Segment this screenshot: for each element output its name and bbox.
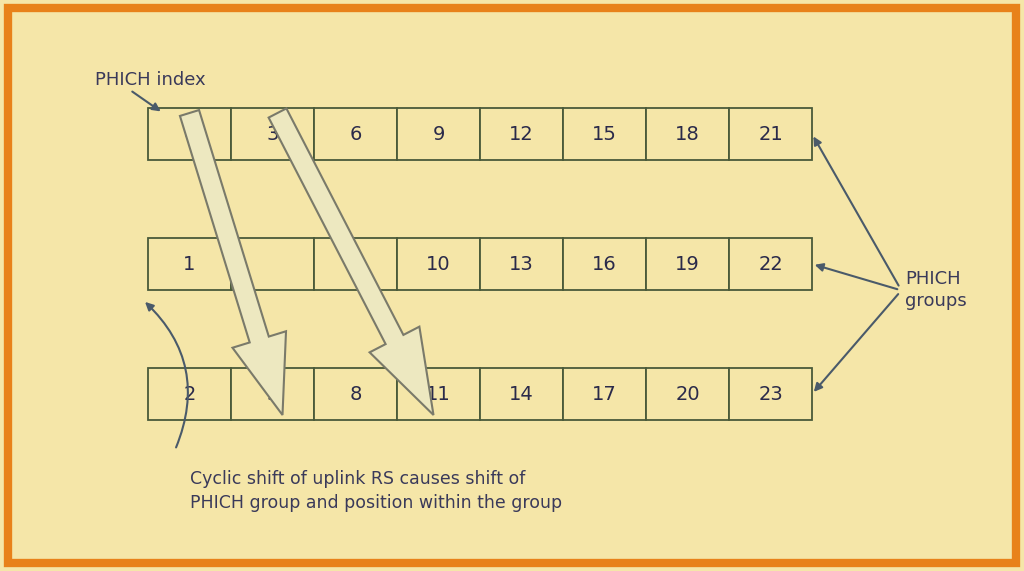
Bar — [480, 368, 563, 420]
Bar — [231, 368, 314, 420]
Text: 20: 20 — [675, 384, 699, 404]
Bar — [729, 238, 812, 290]
Bar — [646, 238, 729, 290]
Text: PHICH
groups: PHICH groups — [905, 270, 967, 310]
Polygon shape — [180, 110, 286, 415]
Text: PHICH index: PHICH index — [95, 71, 206, 89]
Bar — [314, 108, 397, 160]
Text: 1: 1 — [183, 255, 196, 274]
Bar — [397, 368, 480, 420]
Bar — [314, 238, 397, 290]
Text: 22: 22 — [758, 255, 783, 274]
Text: Cyclic shift of uplink RS causes shift of
PHICH group and position within the gr: Cyclic shift of uplink RS causes shift o… — [190, 470, 562, 512]
Text: 3: 3 — [266, 124, 279, 143]
Bar — [480, 238, 563, 290]
Text: 2: 2 — [183, 384, 196, 404]
Text: 15: 15 — [592, 124, 616, 143]
Bar — [314, 368, 397, 420]
Text: 17: 17 — [592, 384, 616, 404]
Bar — [480, 108, 563, 160]
Bar — [397, 238, 480, 290]
Text: 19: 19 — [675, 255, 699, 274]
Bar — [231, 238, 314, 290]
Bar — [148, 238, 231, 290]
Text: 5: 5 — [266, 384, 279, 404]
Bar — [148, 108, 231, 160]
Text: 14: 14 — [509, 384, 534, 404]
Polygon shape — [268, 108, 433, 415]
Bar — [646, 108, 729, 160]
Text: 13: 13 — [509, 255, 534, 274]
Text: 8: 8 — [349, 384, 361, 404]
Text: 18: 18 — [675, 124, 699, 143]
Bar — [729, 108, 812, 160]
Text: 11: 11 — [426, 384, 451, 404]
Text: 9: 9 — [432, 124, 444, 143]
Bar — [646, 368, 729, 420]
Text: 6: 6 — [349, 124, 361, 143]
Bar — [397, 108, 480, 160]
Text: 12: 12 — [509, 124, 534, 143]
Bar — [231, 108, 314, 160]
Bar — [563, 108, 646, 160]
Text: 16: 16 — [592, 255, 616, 274]
Text: 21: 21 — [758, 124, 783, 143]
Text: 23: 23 — [758, 384, 783, 404]
Text: 10: 10 — [426, 255, 451, 274]
Text: 0: 0 — [183, 124, 196, 143]
Bar — [563, 368, 646, 420]
Bar — [729, 368, 812, 420]
Bar — [148, 368, 231, 420]
Bar — [563, 238, 646, 290]
